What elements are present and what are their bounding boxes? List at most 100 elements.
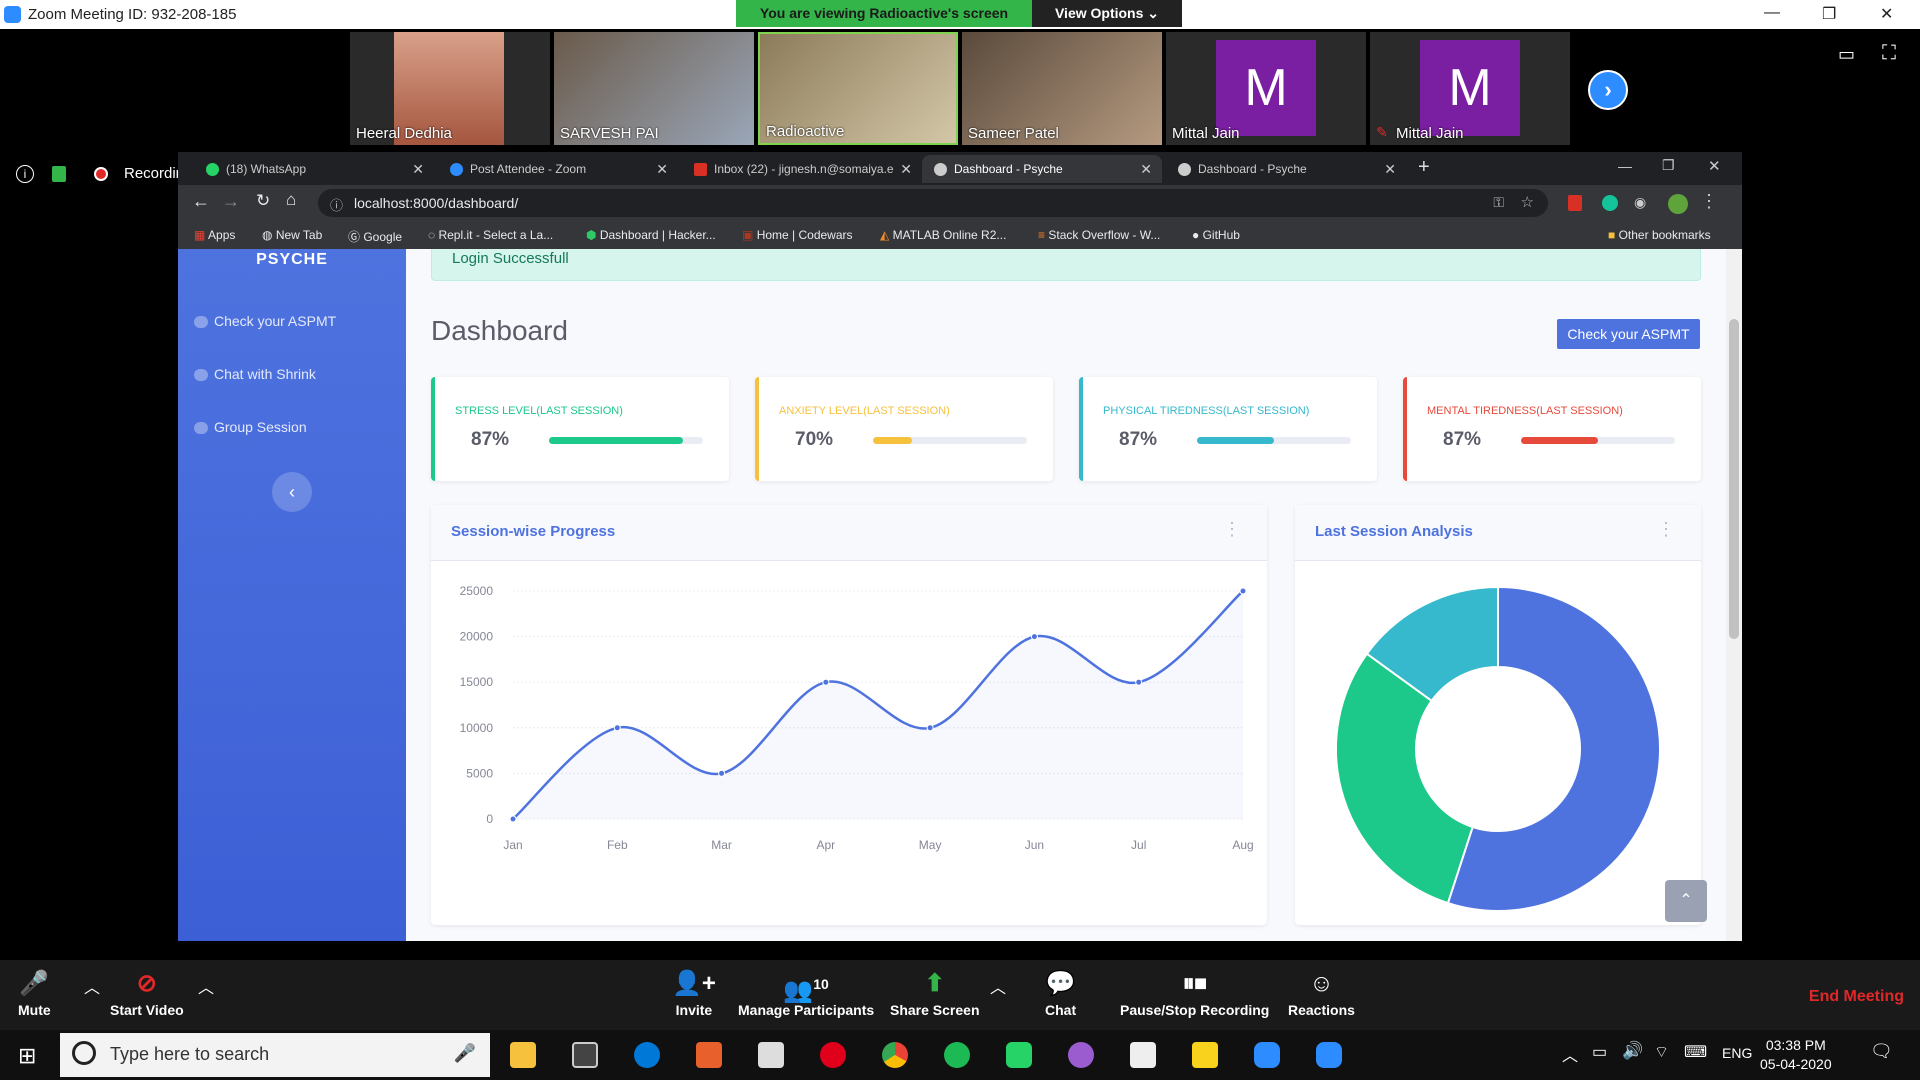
- participant-tile[interactable]: M Mittal Jain ✎: [1370, 32, 1570, 145]
- bookmark-item[interactable]: ⬢ Dashboard | Hacker...: [586, 228, 716, 242]
- bookmark-item[interactable]: Ⓖ Google: [348, 230, 403, 244]
- terminal-icon[interactable]: [572, 1042, 598, 1068]
- scroll-to-top-button[interactable]: ⌃: [1665, 880, 1707, 922]
- check-aspmt-button[interactable]: Check your ASPMT: [1557, 319, 1700, 349]
- scrollbar-thumb[interactable]: [1729, 319, 1739, 639]
- minimize-icon[interactable]: —: [1618, 158, 1632, 174]
- chevron-up-icon[interactable]: ︿: [1562, 1048, 1579, 1065]
- close-icon[interactable]: ✕: [1880, 6, 1894, 23]
- taskbar-search-box[interactable]: Type here to search 🎤: [60, 1033, 490, 1077]
- page-scrollbar[interactable]: [1726, 249, 1742, 941]
- share-screen-button[interactable]: ⬆ Share Screen: [890, 966, 980, 1018]
- camera-extension-icon[interactable]: ◉: [1634, 194, 1647, 210]
- more-options-icon[interactable]: ⋮: [1657, 519, 1675, 539]
- participant-tile[interactable]: SARVESH PAI: [554, 32, 754, 145]
- menu-icon[interactable]: ⋮: [1700, 191, 1718, 211]
- more-options-icon[interactable]: ⋮: [1223, 519, 1241, 539]
- close-tab-icon[interactable]: ✕: [1140, 161, 1152, 177]
- browser-tab-active[interactable]: Dashboard - Psyche ✕: [922, 155, 1162, 183]
- file-explorer-icon[interactable]: [510, 1042, 536, 1068]
- close-icon[interactable]: ✕: [1708, 158, 1721, 175]
- zoom-icon[interactable]: [1254, 1042, 1280, 1068]
- browser-tab[interactable]: Dashboard - Psyche ✕: [1166, 155, 1406, 183]
- bookmark-star-icon[interactable]: ☆: [1520, 194, 1534, 211]
- notifications-icon[interactable]: 🗨: [1870, 1041, 1893, 1061]
- zoom-icon[interactable]: [1316, 1042, 1342, 1068]
- edge-icon[interactable]: [634, 1042, 660, 1068]
- gallery-view-icon[interactable]: ▭: [1838, 44, 1856, 64]
- profile-avatar[interactable]: [1668, 194, 1688, 214]
- nav-item-group-session[interactable]: Group Session: [194, 419, 307, 435]
- xampp-icon[interactable]: [696, 1042, 722, 1068]
- view-options-button[interactable]: View Options ⌄: [1032, 0, 1182, 27]
- address-bar[interactable]: ⓘ localhost:8000/dashboard/ ⚿ ☆: [318, 189, 1548, 217]
- pdf-extension-icon[interactable]: [1568, 195, 1582, 211]
- bookmark-item[interactable]: ≡ Stack Overflow - W...: [1038, 228, 1161, 242]
- chat-button[interactable]: 💬 Chat: [1045, 966, 1076, 1018]
- mute-button[interactable]: 🎤 Mute: [18, 966, 51, 1018]
- calculator-icon[interactable]: [758, 1042, 784, 1068]
- wifi-icon[interactable]: ⌔: [1654, 1044, 1670, 1061]
- new-tab-icon[interactable]: +: [1418, 156, 1430, 178]
- fullscreen-icon[interactable]: ⛶: [1882, 42, 1896, 64]
- brand-logo[interactable]: PSYCHE: [256, 251, 328, 268]
- back-icon[interactable]: ←: [192, 191, 210, 211]
- reload-icon[interactable]: ↻: [256, 191, 271, 210]
- participant-tile[interactable]: Heeral Dedhia: [350, 32, 550, 145]
- nav-item-check-aspmt[interactable]: Check your ASPMT: [194, 313, 336, 329]
- browser-tab[interactable]: Post Attendee - Zoom ✕: [438, 155, 678, 183]
- paint-icon[interactable]: [1068, 1042, 1094, 1068]
- browser-tab[interactable]: (18) WhatsApp ✕: [194, 155, 434, 183]
- browser-tab[interactable]: Inbox (22) - jignesh.n@somaiya.e ✕: [682, 155, 922, 183]
- end-meeting-button[interactable]: End Meeting: [1808, 988, 1904, 1005]
- control-label: Mute: [18, 1002, 51, 1018]
- language-indicator[interactable]: ENG: [1722, 1045, 1753, 1061]
- participant-tile[interactable]: M Mittal Jain: [1166, 32, 1366, 145]
- camera-icon[interactable]: [1130, 1042, 1156, 1068]
- chevron-up-icon[interactable]: ︿: [198, 980, 215, 997]
- key-icon[interactable]: ⚿: [1493, 194, 1504, 210]
- info-icon[interactable]: i: [16, 165, 34, 183]
- bookmark-item[interactable]: ◍ New Tab: [262, 228, 323, 242]
- whatsapp-icon[interactable]: [1006, 1042, 1032, 1068]
- manage-participants-button[interactable]: 👥10 Manage Participants: [738, 966, 874, 1018]
- reactions-button[interactable]: ☺ Reactions: [1288, 966, 1355, 1018]
- forward-icon[interactable]: →: [222, 191, 240, 211]
- other-bookmarks[interactable]: ■ Other bookmarks: [1608, 228, 1711, 242]
- spotify-icon[interactable]: [944, 1042, 970, 1068]
- grammarly-icon[interactable]: [1602, 195, 1618, 211]
- bookmark-item[interactable]: ▦ Apps: [194, 228, 236, 242]
- bookmark-item[interactable]: ◌ Repl.it - Select a La...: [428, 228, 554, 242]
- chevron-up-icon[interactable]: ︿: [84, 980, 101, 997]
- invite-button[interactable]: 👤+ Invite: [672, 966, 716, 1018]
- close-tab-icon[interactable]: ✕: [900, 161, 912, 177]
- chevron-up-icon[interactable]: ︿: [990, 980, 1007, 997]
- volume-icon[interactable]: 🔊: [1622, 1041, 1644, 1060]
- participant-tile-active-speaker[interactable]: Radioactive: [758, 32, 958, 145]
- home-icon[interactable]: ⌂: [286, 190, 297, 209]
- chrome-icon[interactable]: [882, 1042, 908, 1068]
- windows-start-icon[interactable]: ⊞: [18, 1043, 37, 1068]
- bookmark-item[interactable]: ● GitHub: [1192, 228, 1240, 242]
- close-tab-icon[interactable]: ✕: [656, 161, 668, 177]
- opera-icon[interactable]: [820, 1042, 846, 1068]
- close-tab-icon[interactable]: ✕: [412, 161, 424, 177]
- start-video-button[interactable]: ⊘ Start Video: [110, 966, 184, 1018]
- pause-stop-recording-button[interactable]: ⏸⏹ Pause/Stop Recording: [1120, 966, 1269, 1018]
- participant-tile[interactable]: Sameer Patel: [962, 32, 1162, 145]
- next-participants-icon[interactable]: ›: [1588, 70, 1628, 110]
- minimize-icon[interactable]: —: [1764, 4, 1780, 21]
- info-icon[interactable]: ⓘ: [330, 198, 344, 213]
- taskbar-clock[interactable]: 03:38 PM 05-04-2020: [1760, 1036, 1832, 1074]
- sidebar-toggle-button[interactable]: ‹: [272, 472, 312, 512]
- keyboard-icon[interactable]: ⌨: [1684, 1044, 1708, 1061]
- bookmark-item[interactable]: ▣ Home | Codewars: [742, 228, 853, 242]
- sticky-notes-icon[interactable]: [1192, 1042, 1218, 1068]
- restore-icon[interactable]: ❐: [1662, 157, 1675, 173]
- close-tab-icon[interactable]: ✕: [1384, 161, 1396, 177]
- restore-icon[interactable]: ❐: [1822, 6, 1837, 23]
- microphone-icon[interactable]: 🎤: [453, 1043, 476, 1063]
- battery-icon[interactable]: ▭: [1592, 1044, 1608, 1061]
- bookmark-item[interactable]: ◭ MATLAB Online R2...: [880, 228, 1007, 242]
- nav-item-chat-with-shrink[interactable]: Chat with Shrink: [194, 366, 316, 382]
